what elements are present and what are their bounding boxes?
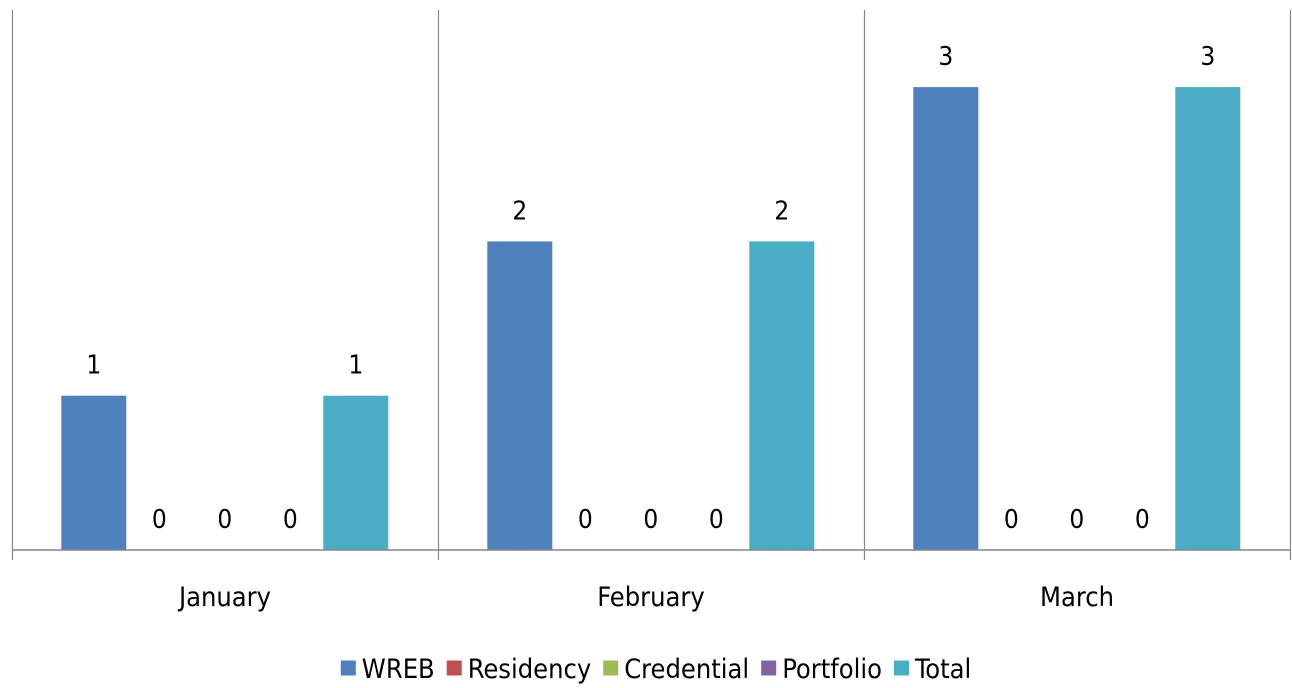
data-label-credential-january: 0 xyxy=(217,505,232,535)
bar-wreb-february xyxy=(487,241,553,550)
data-label-credential-february: 0 xyxy=(643,505,658,535)
bar-total-march xyxy=(1175,87,1241,550)
category-label-february: February xyxy=(597,582,705,613)
legend-label-wreb: WREB xyxy=(362,654,435,685)
data-label-residency-march: 0 xyxy=(1004,505,1019,535)
category-dividers xyxy=(11,10,1292,560)
legend-label-residency: Residency xyxy=(468,654,592,685)
legend-swatch-total xyxy=(894,660,909,676)
data-label-total-january: 1 xyxy=(348,351,363,381)
category-label-march: March xyxy=(1040,582,1114,613)
data-label-residency-february: 0 xyxy=(578,505,593,535)
legend-label-total: Total xyxy=(914,654,971,685)
legend-swatch-portfolio xyxy=(761,660,777,676)
data-label-wreb-january: 1 xyxy=(86,351,101,381)
legend-swatch-residency xyxy=(446,660,462,676)
data-label-wreb-february: 2 xyxy=(512,196,527,226)
legend-label-credential: Credential xyxy=(624,654,749,685)
data-label-portfolio-january: 0 xyxy=(283,505,298,535)
data-label-total-march: 3 xyxy=(1200,42,1215,72)
data-labels-layer: 1 0 0 0 1 2 0 0 0 2 3 0 0 0 3 xyxy=(86,42,1215,535)
data-label-portfolio-march: 0 xyxy=(1135,505,1150,535)
data-label-portfolio-february: 0 xyxy=(709,505,724,535)
data-label-total-february: 2 xyxy=(774,196,789,226)
legend-swatch-wreb xyxy=(340,660,356,676)
legend: WREB Residency Credential Portfolio Total xyxy=(340,654,971,685)
bar-wreb-march xyxy=(913,87,979,550)
data-label-wreb-march: 3 xyxy=(938,42,953,72)
data-label-residency-january: 0 xyxy=(152,505,167,535)
legend-swatch-credential xyxy=(603,660,619,676)
legend-label-portfolio: Portfolio xyxy=(782,654,882,685)
bar-total-february xyxy=(749,241,815,550)
bar-total-january xyxy=(323,395,389,550)
data-label-credential-march: 0 xyxy=(1069,505,1084,535)
category-label-january: January xyxy=(177,582,271,613)
bars-layer xyxy=(61,87,1241,550)
bar-wreb-january xyxy=(61,395,127,550)
category-labels: January February March xyxy=(177,582,1114,613)
